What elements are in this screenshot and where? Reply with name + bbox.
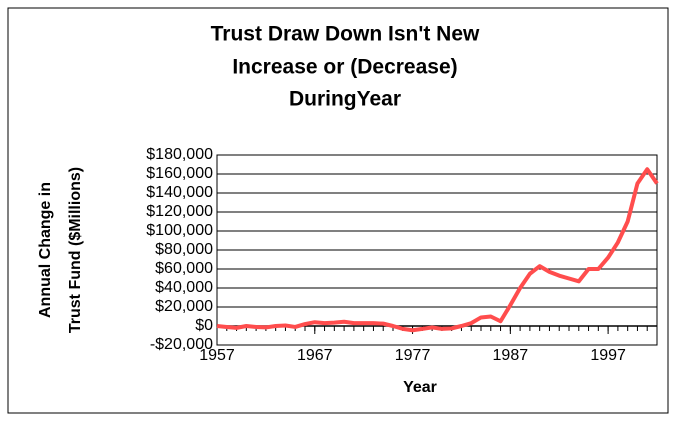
chart-title: Trust Draw Down Isn't New <box>211 23 480 46</box>
y-tick-label: $0 <box>195 317 213 334</box>
y-tick-label: $100,000 <box>146 222 213 239</box>
y-tick-label: $20,000 <box>155 298 213 315</box>
chart-title: Increase or (Decrease) <box>232 56 457 79</box>
chart-title: DuringYear <box>289 88 401 111</box>
line-series <box>216 167 659 333</box>
x-tick-label: 1967 <box>297 347 333 364</box>
y-tick-label: $40,000 <box>155 279 213 296</box>
y-tick-label: $160,000 <box>146 165 213 182</box>
y-tick-label: -$20,000 <box>150 336 213 353</box>
y-tick-label: $80,000 <box>155 241 213 258</box>
x-tick-label: 1957 <box>199 347 235 364</box>
y-tick-label: $180,000 <box>146 146 213 163</box>
y-tick-label: $60,000 <box>155 260 213 277</box>
y-axis-label: Annual Change in <box>37 182 54 318</box>
x-tick-label: 1977 <box>395 347 431 364</box>
x-tick-label: 1987 <box>493 347 529 364</box>
y-tick-label: $140,000 <box>146 184 213 201</box>
x-tick-label: 1997 <box>590 347 626 364</box>
y-axis-label: Trust Fund ($Millions) <box>67 167 84 333</box>
y-tick-label: $120,000 <box>146 203 213 220</box>
x-axis-label: Year <box>403 379 437 396</box>
